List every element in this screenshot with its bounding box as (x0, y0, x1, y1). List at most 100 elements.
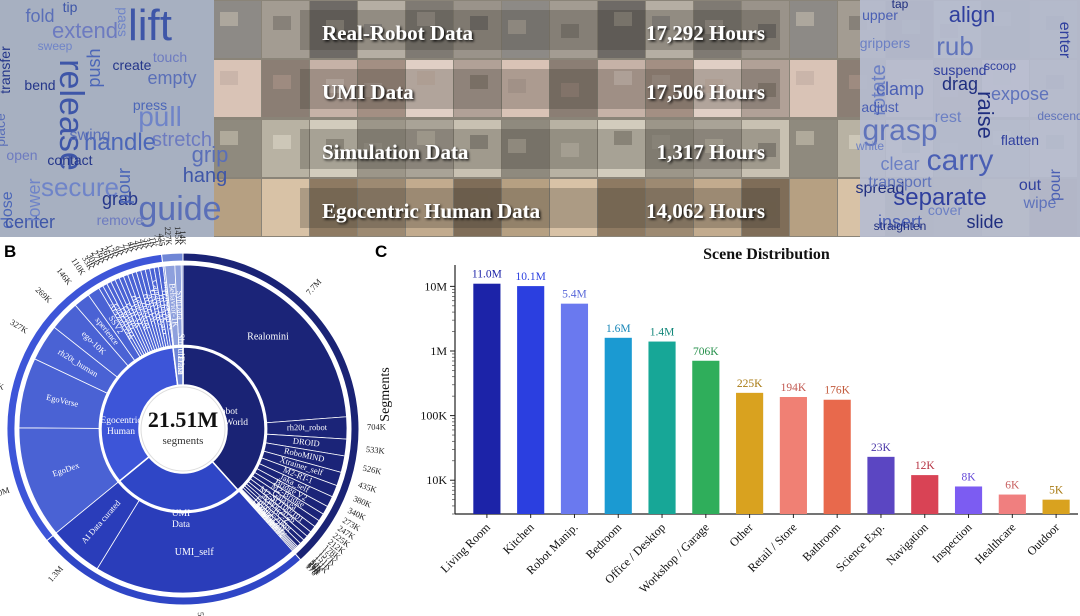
frame-object (561, 143, 579, 157)
bar-value-label: 176K (824, 385, 850, 397)
sunburst-dataset-segment (96, 490, 294, 594)
video-frame (598, 179, 645, 236)
x-tick-label: Other (727, 520, 756, 549)
video-frame (406, 179, 453, 236)
word-cloud-word: spread (856, 180, 905, 197)
frame-object (470, 75, 488, 89)
frame-object (470, 194, 488, 208)
word-cloud-left-backdrop (0, 0, 214, 237)
word-cloud-word: pull (138, 101, 182, 132)
bar (1042, 499, 1070, 514)
sunburst-dataset-segment (180, 264, 184, 346)
frame-object (417, 190, 435, 204)
word-cloud-word: clear (880, 154, 919, 174)
frame-object (326, 139, 344, 153)
word-cloud-word: contact (47, 152, 92, 168)
word-cloud-word: flatten (1001, 132, 1039, 148)
sunburst-count-label: 1.3M (45, 563, 65, 584)
frame-object (273, 194, 291, 208)
video-frame (790, 60, 837, 117)
frame-object (364, 202, 382, 216)
sunburst-dataset-label: rh20t_robot (287, 422, 328, 432)
frame-object (705, 79, 723, 93)
sunburst-count-label: 1.0M (0, 484, 11, 500)
bar-value-label: 706K (693, 346, 719, 358)
word-cloud-word: adjust (861, 99, 898, 115)
word-cloud-word: enter (1056, 22, 1073, 59)
x-tick-label: Navigation (883, 520, 931, 568)
frame-object (220, 131, 238, 145)
row-overlay (300, 188, 780, 228)
word-cloud-word: guide (138, 190, 221, 228)
bar (823, 399, 851, 514)
frame-object (758, 202, 776, 216)
frame-object (364, 143, 382, 157)
frame-object (758, 24, 776, 38)
bar (473, 283, 501, 514)
sunburst-category-label: Real-World (204, 418, 248, 428)
sunburst-dataset-label: DROID (292, 436, 320, 449)
word-cloud-word: push (84, 48, 104, 87)
chart-title: Scene Distribution (703, 246, 830, 263)
word-cloud-word: grab (102, 189, 138, 209)
x-tick-label: Kitchen (500, 520, 537, 557)
sunburst-count-label: 533K (365, 444, 386, 456)
frame-object (508, 20, 526, 34)
word-cloud-word: insert (878, 212, 922, 232)
sunburst-total-label: segments (163, 435, 204, 447)
word-cloud-word: upper (862, 7, 898, 23)
sunburst-count-label: 5.0M (196, 612, 208, 616)
word-cloud-word: lower (24, 178, 44, 221)
word-cloud-word: place (0, 113, 8, 147)
frame-object (652, 135, 670, 149)
y-tick-label: 10K (426, 473, 447, 487)
frame-object (652, 75, 670, 89)
sunburst-category-label: UMI (172, 509, 190, 519)
word-cloud-word: transfer (0, 46, 13, 94)
video-frame (214, 120, 261, 177)
frame-object (705, 139, 723, 153)
word-cloud-word: tip (63, 0, 78, 15)
sunburst-count-label: 145K (173, 226, 184, 246)
video-frame (598, 60, 645, 117)
word-cloud-word: press (133, 97, 167, 113)
panel-b-sunburst: B Realomini 7.7M rh20t_robot 704K DROID 533K R… (0, 226, 387, 616)
frame-object (758, 83, 776, 97)
sunburst-count-label: 757 (152, 233, 164, 247)
frame-object (417, 131, 435, 145)
video-frame (214, 179, 261, 236)
video-frame (214, 60, 261, 117)
word-cloud-word: create (113, 57, 152, 73)
frame-object (796, 71, 814, 85)
frame-object (220, 190, 238, 204)
word-cloud-word: separate (893, 184, 986, 211)
sunburst-category-label: Data (175, 356, 185, 375)
sunburst-count-label: 7K (121, 242, 134, 256)
data-source-name: Egocentric Human Data (322, 199, 541, 223)
sunburst-category-label: Human (107, 427, 135, 437)
word-cloud-word: scoop (984, 59, 1016, 73)
frame-object (614, 190, 632, 204)
sunburst-dataset-segment (182, 264, 347, 424)
frame-object (273, 16, 291, 30)
x-tick-label: Bedroom (583, 520, 625, 562)
word-cloud-word: handle (84, 129, 156, 156)
word-cloud-word: center (5, 212, 55, 232)
word-cloud-word: transport (868, 174, 932, 191)
panel-label-c: C (375, 242, 388, 261)
frame-object (705, 198, 723, 212)
frame-object (508, 79, 526, 93)
word-cloud-word: empty (147, 68, 196, 88)
frame-object (705, 20, 723, 34)
sunburst-category-segment (182, 346, 266, 492)
sunburst-count-label: 1K (147, 236, 159, 249)
frame-object (364, 24, 382, 38)
word-cloud-word: rest (935, 109, 962, 126)
y-axis-label: Segments (378, 367, 393, 421)
bar (954, 486, 983, 514)
bar (604, 337, 632, 514)
frame-object (326, 20, 344, 34)
frame-object (758, 143, 776, 157)
data-source-name: UMI Data (322, 80, 414, 104)
word-cloud-word: sweep (38, 39, 73, 53)
